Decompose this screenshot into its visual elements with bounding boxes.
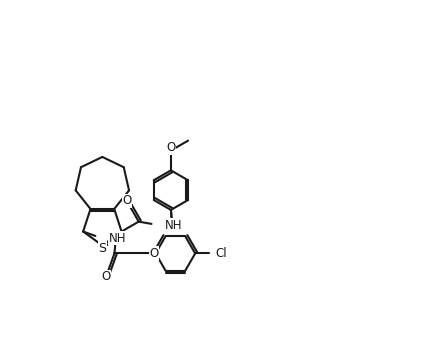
Text: O: O — [149, 247, 158, 260]
Text: S: S — [98, 242, 106, 255]
Text: O: O — [101, 270, 110, 284]
Text: NH: NH — [108, 232, 126, 245]
Text: O: O — [122, 194, 131, 207]
Text: Cl: Cl — [215, 247, 226, 260]
Text: O: O — [166, 141, 175, 155]
Text: NH: NH — [165, 219, 182, 231]
